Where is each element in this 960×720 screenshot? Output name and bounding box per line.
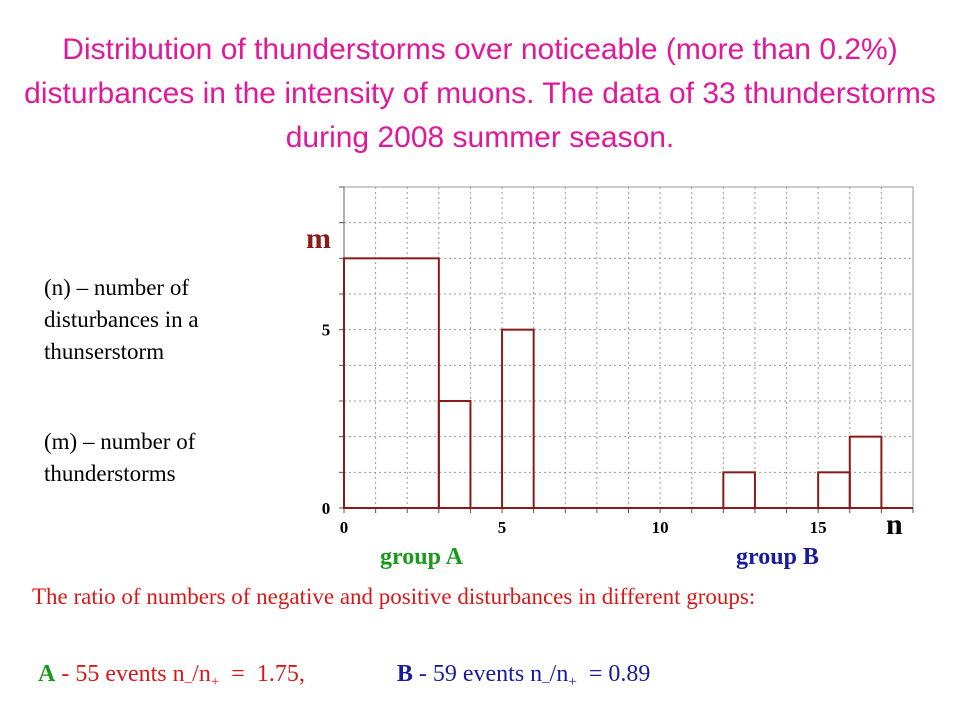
histogram-chart: 0 5 10 15 0 5 m n (306, 186, 914, 541)
plot-frame (339, 186, 914, 513)
result-a-slash: /n (192, 661, 211, 687)
y-tick-label: 5 (322, 321, 331, 340)
result-a-sub-plus: + (210, 674, 220, 690)
result-a-sub-minus: – (184, 674, 193, 690)
m-definition: (m) – number of thunderstorms (44, 429, 196, 486)
tick-labels: 0 5 10 15 0 5 (322, 321, 827, 537)
y-axis-label: m (306, 222, 331, 255)
x-tick-label: 10 (652, 518, 669, 537)
result-b-ratio: = 0.89 (576, 661, 651, 687)
grid-lines (344, 187, 913, 508)
group-b-label: group B (736, 544, 819, 570)
y-tick-label: 0 (322, 499, 331, 518)
result-b-sub-minus: – (542, 674, 550, 690)
results-line: A - 55 events n–/n+ = 1.75, B - 59 events… (38, 658, 938, 698)
group-a-label: group A (380, 544, 463, 570)
histogram-bar (722, 471, 756, 510)
slide-title: Distribution of thunderstorms over notic… (24, 33, 936, 154)
result-b-slash: /n (549, 661, 569, 687)
histogram-bar (817, 471, 851, 510)
x-tick-label: 0 (340, 518, 349, 537)
result-b-events: - 59 events n (412, 661, 543, 687)
result-a-label: A (38, 661, 56, 687)
result-a-events: - 55 events n (55, 661, 185, 687)
result-b-sub-plus: + (568, 674, 577, 690)
x-axis-label: n (886, 508, 903, 541)
histogram-bar (501, 328, 535, 509)
x-tick-label: 5 (498, 518, 507, 537)
histogram-bar (343, 257, 440, 510)
ratio-note: The ratio of numbers of negative and pos… (32, 584, 756, 609)
result-a-ratio: = 1.75, (219, 661, 305, 687)
result-b-label: B (396, 661, 413, 687)
histogram-bars (343, 257, 913, 510)
histogram-bar (437, 400, 472, 509)
n-definition: (n) – number of disturbances in a thunse… (44, 275, 199, 364)
x-tick-label: 15 (810, 518, 827, 537)
histogram-bar (848, 435, 883, 509)
